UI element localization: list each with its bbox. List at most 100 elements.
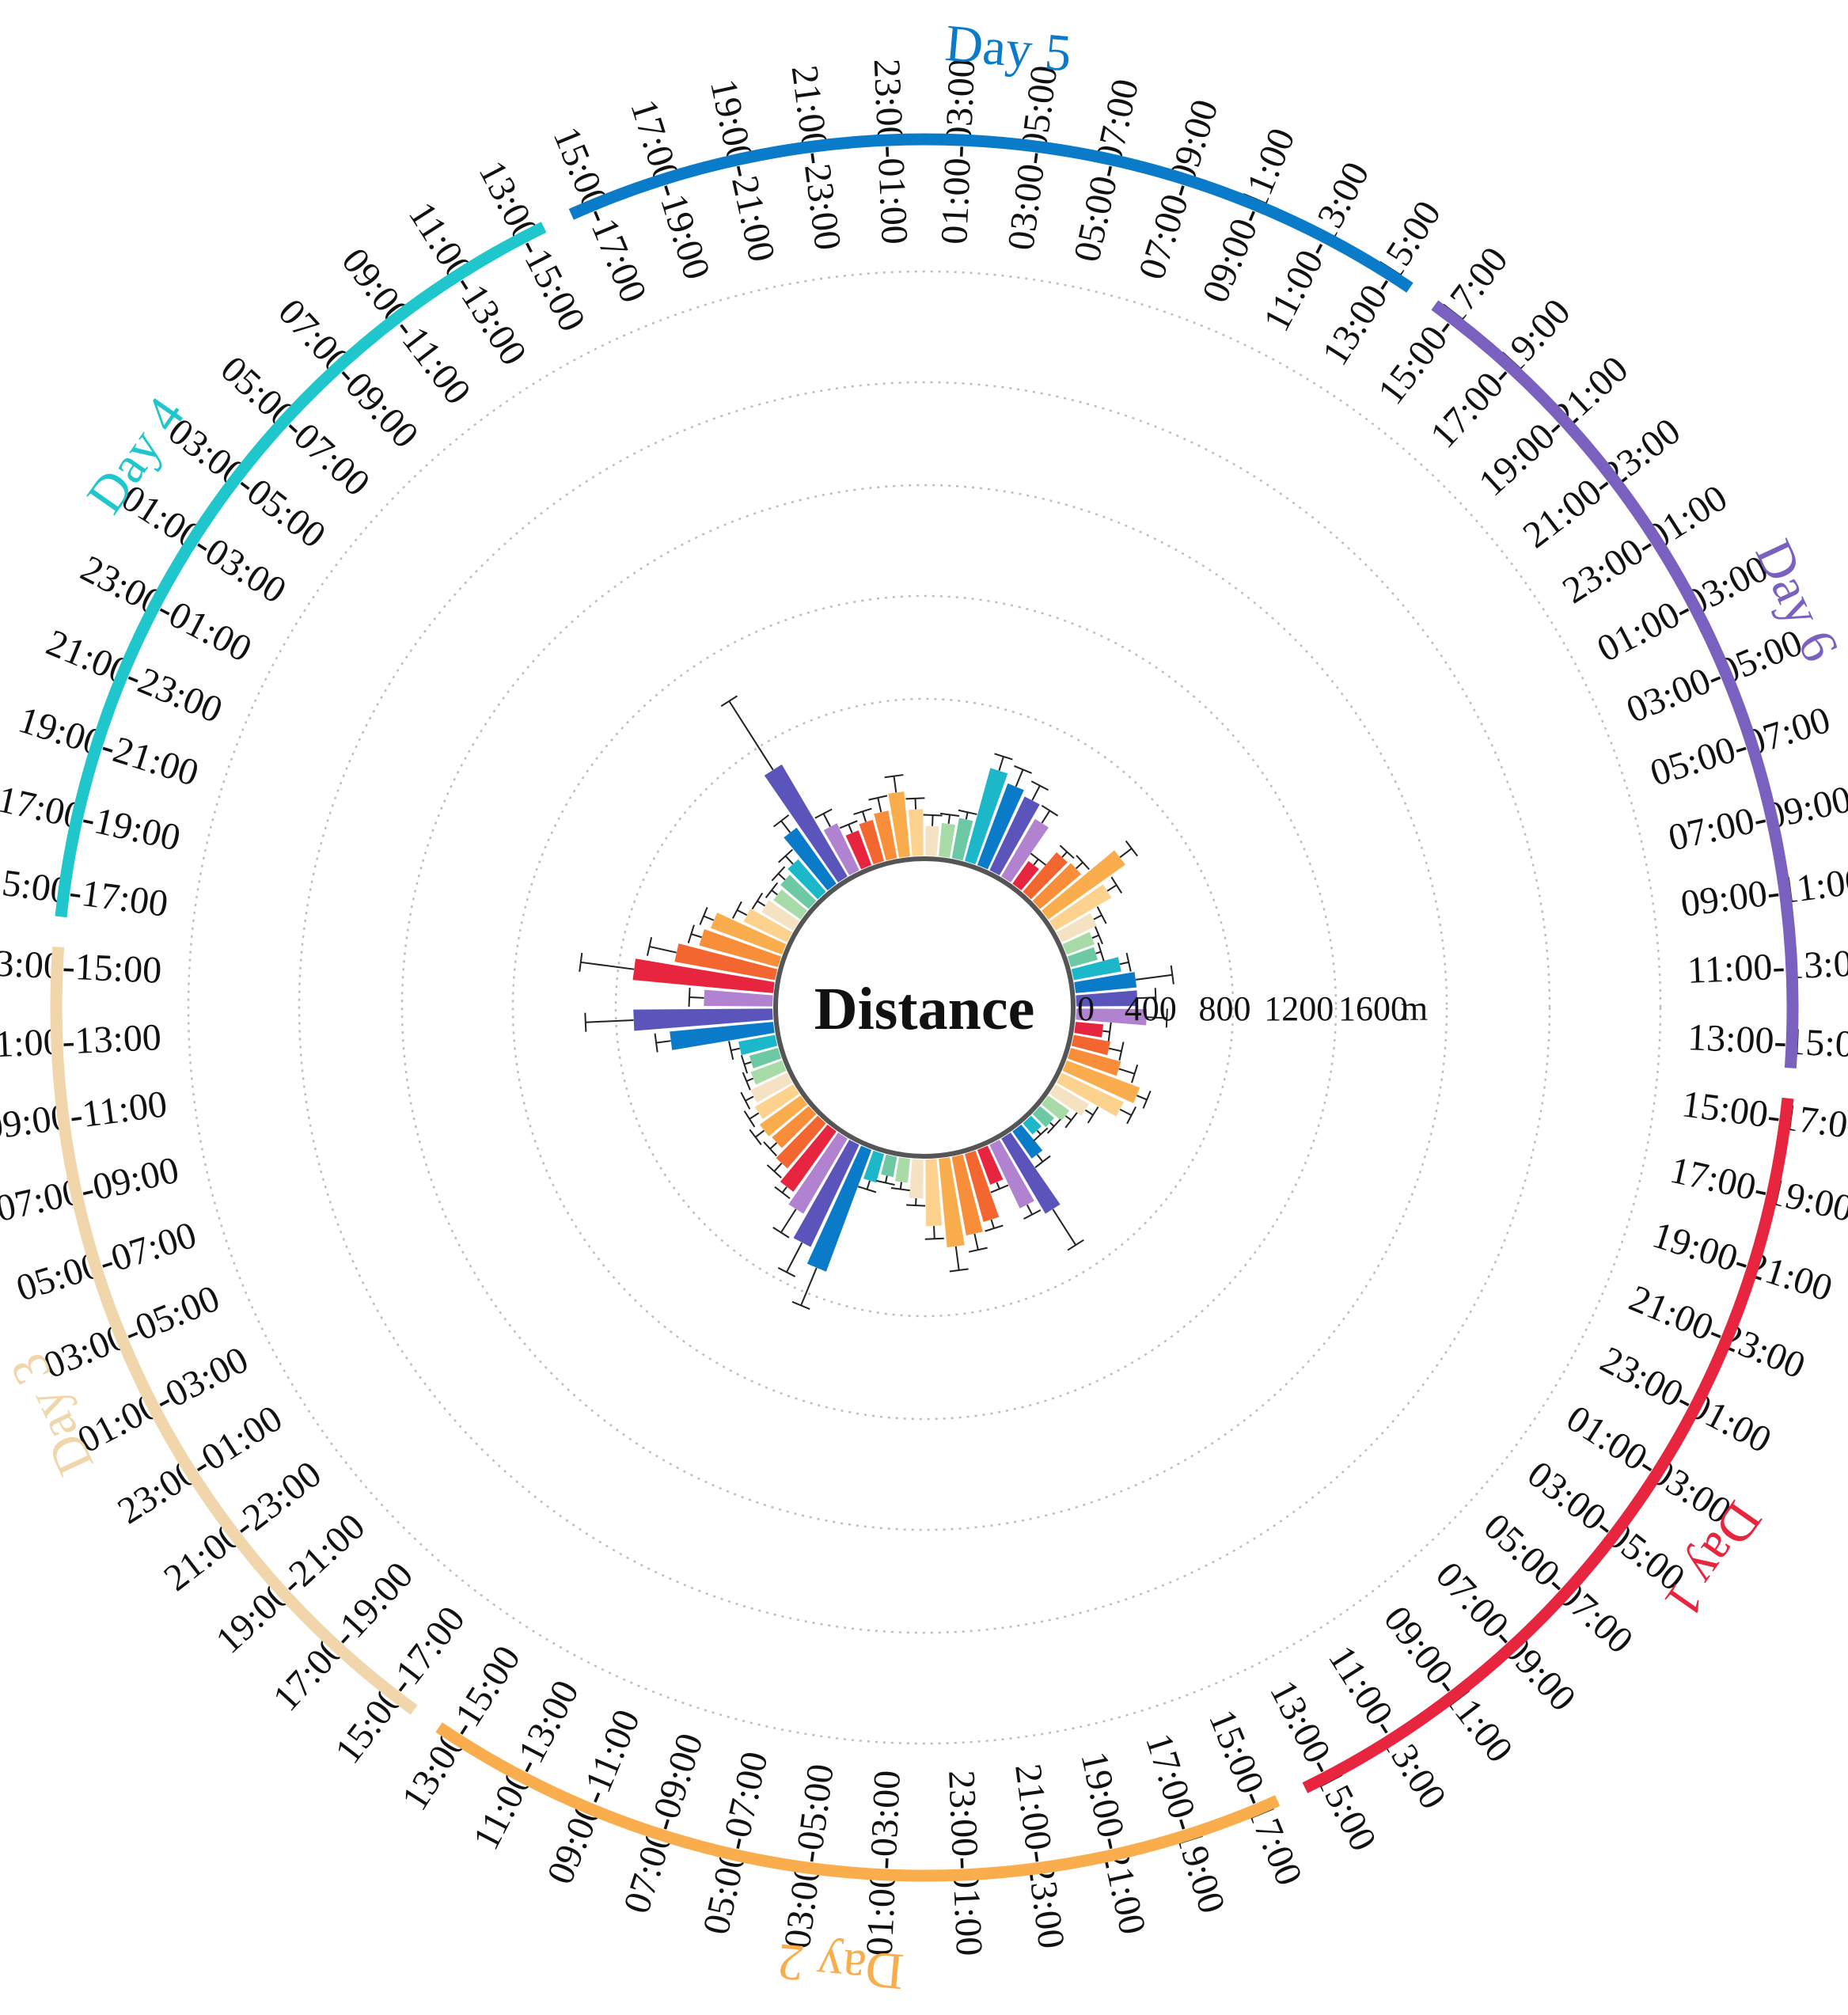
error-bar bbox=[884, 1175, 888, 1183]
error-bar bbox=[777, 872, 786, 881]
bar bbox=[939, 822, 956, 858]
error-cap bbox=[774, 1186, 791, 1200]
error-cap bbox=[687, 924, 695, 943]
error-bar bbox=[771, 889, 778, 896]
error-cap bbox=[868, 795, 888, 801]
bar bbox=[788, 1133, 848, 1214]
time-label: 17:00-19:00 bbox=[0, 778, 184, 860]
error-cap bbox=[906, 1204, 926, 1207]
time-label: 11:00-13:00 bbox=[1687, 942, 1848, 992]
bar bbox=[704, 989, 773, 1007]
day-arc bbox=[1431, 300, 1799, 1069]
bar bbox=[674, 943, 778, 981]
error-bar bbox=[736, 909, 748, 916]
bar bbox=[754, 1084, 799, 1119]
time-label: 15:00-17:00 bbox=[1679, 1083, 1848, 1148]
axis-unit-label: m bbox=[1401, 989, 1428, 1028]
error-bar bbox=[1135, 973, 1173, 981]
error-cap bbox=[994, 753, 1013, 761]
error-cap bbox=[740, 1054, 749, 1074]
bar bbox=[780, 1124, 837, 1192]
error-cap bbox=[1076, 855, 1090, 871]
bar bbox=[759, 1095, 808, 1137]
bar bbox=[1062, 1060, 1140, 1103]
error-bar bbox=[1026, 1204, 1034, 1216]
grid-ring bbox=[400, 484, 1448, 1531]
bar bbox=[1076, 990, 1138, 1007]
error-bar bbox=[781, 1186, 787, 1193]
error-cap bbox=[1014, 765, 1032, 774]
bar bbox=[908, 809, 924, 856]
error-cap bbox=[905, 797, 925, 800]
bar bbox=[823, 823, 859, 876]
bar bbox=[750, 1060, 787, 1085]
center-circle bbox=[773, 856, 1076, 1159]
grid-ring bbox=[298, 381, 1551, 1634]
error-cap bbox=[728, 1041, 734, 1061]
error-bar bbox=[690, 933, 702, 939]
bar bbox=[925, 825, 939, 856]
bar bbox=[710, 913, 787, 955]
error-bar bbox=[998, 756, 1004, 771]
bar bbox=[1012, 860, 1039, 891]
error-bar bbox=[773, 1163, 783, 1172]
error-cap bbox=[751, 892, 764, 910]
error-bar bbox=[822, 813, 831, 827]
error-bar bbox=[785, 1242, 803, 1273]
error-cap bbox=[968, 1247, 988, 1253]
error-bar bbox=[730, 1047, 740, 1052]
error-cap bbox=[743, 1110, 756, 1128]
bar bbox=[1001, 1133, 1061, 1214]
bar bbox=[1056, 913, 1097, 943]
error-cap bbox=[1125, 840, 1138, 857]
error-bar bbox=[1136, 1095, 1148, 1101]
bar bbox=[772, 1106, 817, 1148]
error-bar bbox=[1052, 1209, 1077, 1246]
error-bar bbox=[655, 1040, 671, 1044]
bar bbox=[951, 818, 973, 861]
bar bbox=[874, 810, 897, 861]
error-cap bbox=[1067, 1239, 1084, 1251]
day-arc bbox=[568, 133, 1414, 293]
error-bar bbox=[1146, 1016, 1167, 1019]
grid-rings bbox=[187, 270, 1662, 1745]
error-cap bbox=[771, 866, 786, 882]
bar bbox=[749, 1072, 793, 1103]
error-cap bbox=[654, 1033, 658, 1053]
bar bbox=[780, 875, 817, 909]
error-bar bbox=[996, 1182, 1000, 1190]
error-bar bbox=[990, 1219, 995, 1229]
error-cap bbox=[1034, 1155, 1051, 1168]
day-arcs bbox=[50, 133, 1799, 1882]
bar bbox=[909, 1159, 924, 1199]
error-bar bbox=[743, 1061, 752, 1065]
error-bar bbox=[1031, 785, 1041, 801]
bar bbox=[964, 1150, 1000, 1222]
error-bar bbox=[757, 900, 766, 907]
error-bar bbox=[800, 1267, 818, 1307]
bar bbox=[743, 909, 793, 943]
error-bar bbox=[965, 811, 969, 820]
bar bbox=[633, 1008, 773, 1031]
error-bar bbox=[580, 961, 635, 970]
time-label: 01:00-03:00 bbox=[859, 1770, 909, 1957]
bar bbox=[1074, 972, 1137, 993]
bar bbox=[784, 827, 837, 891]
error-bar bbox=[861, 810, 867, 822]
bar bbox=[1071, 1034, 1110, 1056]
error-bar bbox=[893, 776, 897, 793]
error-cap bbox=[853, 807, 872, 815]
error-cap bbox=[1059, 844, 1075, 860]
bar bbox=[1041, 850, 1125, 920]
bar bbox=[989, 796, 1040, 876]
bar bbox=[1067, 1047, 1121, 1076]
error-cap bbox=[791, 1300, 810, 1310]
error-bar bbox=[932, 814, 934, 826]
bar bbox=[1056, 1072, 1124, 1117]
time-label: 03:00-05:00 bbox=[776, 1762, 842, 1952]
bar bbox=[1023, 1115, 1042, 1135]
error-bar bbox=[1102, 1030, 1110, 1033]
time-label: 21:00-23:00 bbox=[1007, 1762, 1072, 1952]
